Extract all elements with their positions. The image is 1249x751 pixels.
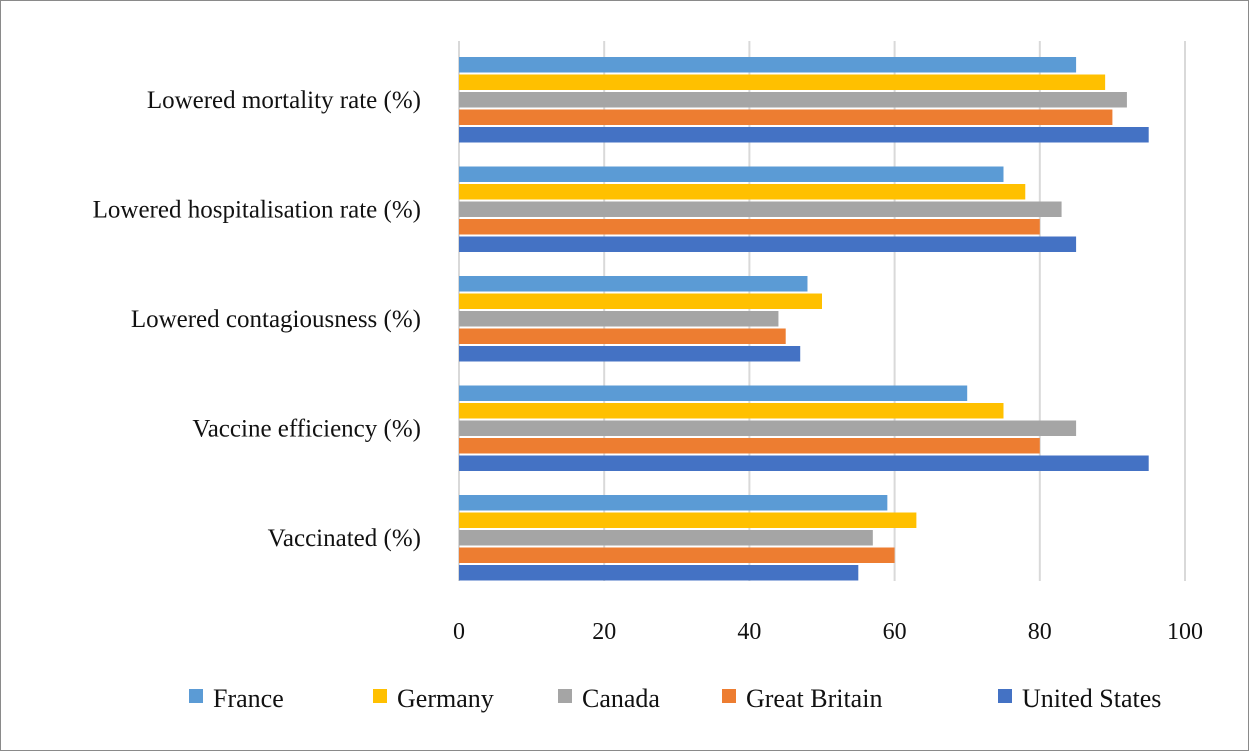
legend-label-canada: Canada bbox=[582, 684, 660, 713]
bar-great-britain-lowered-hospitalisation-rate bbox=[459, 219, 1040, 235]
bar-canada-lowered-mortality-rate bbox=[459, 92, 1127, 108]
category-label: Lowered contagiousness (%) bbox=[131, 306, 421, 333]
bar-france-lowered-mortality-rate bbox=[459, 57, 1077, 73]
bar-germany-vaccine-efficiency bbox=[459, 403, 1004, 419]
bar-canada-lowered-hospitalisation-rate bbox=[459, 201, 1062, 217]
bar-germany-vaccinated bbox=[459, 512, 917, 528]
legend-swatch-united-states bbox=[998, 689, 1012, 703]
legend-swatch-canada bbox=[558, 689, 572, 703]
bar-great-britain-vaccinated bbox=[459, 547, 895, 563]
bar-united-states-vaccinated bbox=[459, 565, 859, 581]
legend-label-germany: Germany bbox=[397, 684, 494, 713]
bar-great-britain-lowered-mortality-rate bbox=[459, 109, 1113, 125]
legend-swatch-germany bbox=[373, 689, 387, 703]
bar-united-states-vaccine-efficiency bbox=[459, 455, 1149, 471]
category-label: Lowered hospitalisation rate (%) bbox=[93, 196, 421, 223]
x-tick-label: 0 bbox=[453, 619, 465, 645]
bar-germany-lowered-mortality-rate bbox=[459, 74, 1106, 90]
x-tick-labels: 0 20 40 60 80 100 bbox=[453, 619, 1203, 645]
legend-label-united-states: United States bbox=[1022, 684, 1161, 713]
bar-united-states-lowered-contagiousness bbox=[459, 346, 801, 362]
bar-germany-lowered-contagiousness bbox=[459, 293, 822, 309]
x-tick-label: 100 bbox=[1167, 619, 1203, 645]
category-label: Vaccine efficiency (%) bbox=[192, 415, 421, 442]
bar-germany-lowered-hospitalisation-rate bbox=[459, 184, 1026, 200]
legend-label-great-britain: Great Britain bbox=[746, 684, 882, 713]
bar-united-states-lowered-mortality-rate bbox=[459, 127, 1149, 143]
category-labels: Lowered mortality rate (%) Lowered hospit… bbox=[93, 87, 421, 552]
x-tick-label: 80 bbox=[1028, 619, 1052, 645]
legend-swatch-great-britain bbox=[722, 689, 736, 703]
bar-united-states-lowered-hospitalisation-rate bbox=[459, 236, 1077, 252]
bar-france-lowered-hospitalisation-rate bbox=[459, 166, 1004, 182]
x-tick-label: 60 bbox=[883, 619, 907, 645]
bar-canada-vaccinated bbox=[459, 530, 873, 546]
legend-label-france: France bbox=[213, 684, 284, 713]
bar-great-britain-vaccine-efficiency bbox=[459, 438, 1040, 454]
x-tick-label: 20 bbox=[592, 619, 616, 645]
x-tick-label: 40 bbox=[737, 619, 761, 645]
legend: France Germany Canada Great Britain United S… bbox=[189, 684, 1161, 713]
bar-france-vaccine-efficiency bbox=[459, 385, 968, 401]
legend-swatch-france bbox=[189, 689, 203, 703]
bars bbox=[459, 57, 1149, 581]
category-label: Lowered mortality rate (%) bbox=[147, 87, 421, 114]
bar-great-britain-lowered-contagiousness bbox=[459, 328, 786, 344]
bar-canada-vaccine-efficiency bbox=[459, 420, 1077, 436]
bar-canada-lowered-contagiousness bbox=[459, 311, 779, 327]
bar-france-lowered-contagiousness bbox=[459, 276, 808, 292]
bar-france-vaccinated bbox=[459, 495, 888, 511]
category-label: Vaccinated (%) bbox=[268, 525, 421, 552]
